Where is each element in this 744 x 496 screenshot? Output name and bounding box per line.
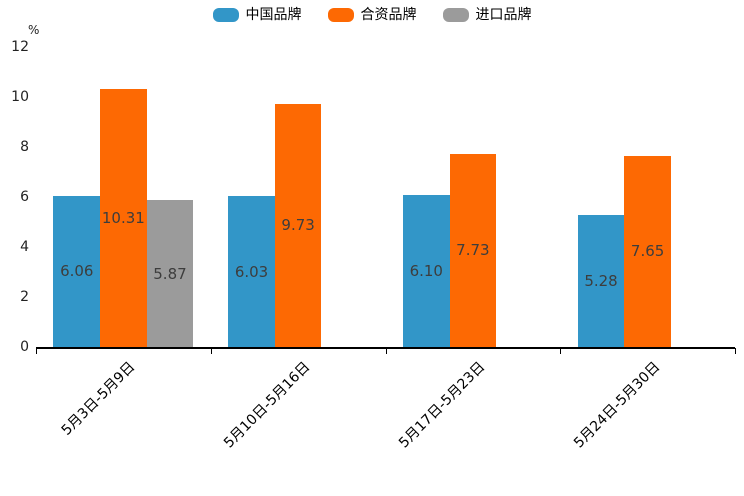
x-axis-tick: [210, 348, 212, 354]
y-axis-unit-label: %: [28, 23, 40, 37]
x-axis-label: 5月10日-5月16日: [221, 359, 314, 452]
x-axis-label: 5月24日-5月30日: [570, 359, 663, 452]
x-axis-tick: [36, 348, 37, 354]
x-axis-tick: [560, 348, 562, 354]
x-axis-tick: [385, 348, 387, 354]
legend-item-china-brand[interactable]: 中国品牌: [212, 6, 302, 24]
legend-label: 进口品牌: [475, 7, 532, 23]
y-tick-label: 10: [11, 89, 29, 105]
bar-value-label: 9.73: [281, 216, 315, 235]
legend-item-joint-venture-brand[interactable]: 合资品牌: [327, 6, 417, 24]
x-axis-tick: [735, 348, 736, 354]
legend-label: 中国品牌: [245, 7, 302, 23]
legend-swatch-import-brand: [442, 8, 469, 22]
bar-value-label: 7.73: [456, 241, 490, 260]
bar-value-label: 6.10: [409, 261, 443, 280]
bar-value-label: 7.65: [630, 242, 665, 261]
legend-label: 合资品牌: [360, 7, 417, 23]
bar-合资品牌-5月17日-5月23日[interactable]: [449, 153, 497, 347]
y-tick-label: 0: [20, 339, 29, 355]
bar-进口品牌-5月3日-5月9日[interactable]: [146, 200, 194, 347]
bar-中国品牌-5月3日-5月9日[interactable]: [53, 195, 101, 347]
bar-合资品牌-5月24日-5月30日[interactable]: [624, 155, 671, 347]
bar-中国品牌-5月10日-5月16日[interactable]: [228, 196, 275, 347]
bar-合资品牌-5月3日-5月9日[interactable]: [100, 89, 147, 347]
x-axis-label: 5月3日-5月9日: [59, 359, 139, 439]
y-tick-label: 8: [20, 139, 29, 155]
y-tick-label: 2: [20, 289, 29, 305]
bar-value-label: 6.03: [234, 262, 269, 281]
legend-item-import-brand[interactable]: 进口品牌: [442, 6, 532, 24]
legend-swatch-joint-venture-brand: [327, 8, 354, 22]
y-tick-label: 6: [20, 189, 29, 205]
x-axis-label: 5月17日-5月23日: [395, 359, 489, 452]
legend-swatch-china-brand: [212, 8, 239, 22]
bar-value-label: 5.28: [584, 272, 618, 290]
y-tick-label: 12: [11, 39, 29, 55]
bar-中国品牌-5月24日-5月30日[interactable]: [577, 215, 625, 347]
bar-中国品牌-5月17日-5月23日[interactable]: [402, 194, 450, 347]
bar-value-label: 6.06: [60, 262, 94, 281]
bar-合资品牌-5月10日-5月16日[interactable]: [274, 103, 322, 347]
y-tick-label: 4: [20, 239, 29, 255]
legend: 中国品牌 合资品牌 进口品牌: [0, 6, 744, 24]
bar-value-label: 5.87: [153, 264, 187, 283]
bar-value-label: 10.31: [101, 209, 145, 228]
